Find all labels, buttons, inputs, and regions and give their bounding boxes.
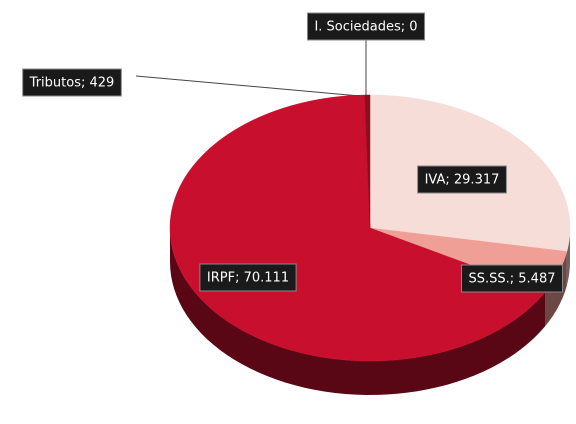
data-label: Tributos; 429 <box>22 68 361 97</box>
leader-line <box>135 75 361 97</box>
label-box <box>22 68 122 97</box>
label-text: I. Sociedades; 0 <box>314 20 417 35</box>
slice <box>169 94 546 362</box>
label-text: IRPF; 70.111 <box>207 271 289 286</box>
data-label: IVA; 29.317 <box>417 165 507 194</box>
slice-side <box>170 228 546 395</box>
label-box <box>417 165 507 194</box>
label-box <box>306 12 426 41</box>
label-box <box>460 264 564 293</box>
data-label: IRPF; 70.111 <box>199 263 297 292</box>
slice <box>364 94 371 229</box>
data-label: SS.SS.; 5.487 <box>460 264 564 293</box>
label-text: SS.SS.; 5.487 <box>468 272 555 287</box>
data-label: I. Sociedades; 0 <box>306 12 426 95</box>
label-box <box>199 263 297 292</box>
label-text: Tributos; 429 <box>29 76 115 91</box>
label-text: IVA; 29.317 <box>425 173 500 188</box>
slice-side <box>566 228 570 286</box>
